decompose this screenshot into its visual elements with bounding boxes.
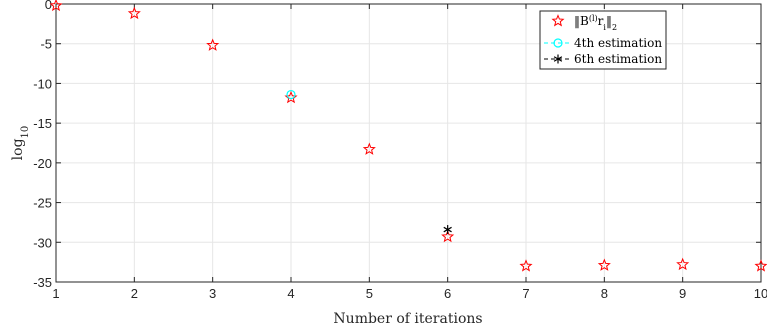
x-axis-label: Number of iterations [333, 311, 482, 327]
legend-label: 4th estimation [574, 36, 662, 50]
plot-area-frame [55, 3, 762, 283]
data-point-series-1 [441, 229, 455, 243]
y-axis-label: log10 [10, 126, 31, 161]
legend-marker [553, 38, 563, 48]
x-tick-label: 6 [444, 286, 451, 301]
axis-ticks: 1 2 3 4 5 6 7 8 9 10 0 -5 -10 -15 -20 -25 -30 -35 [33, 0, 767, 301]
x-tick-label: 10 [754, 286, 767, 301]
y-tick-label: 0 [45, 0, 52, 12]
data-points [49, 0, 767, 272]
y-tick-label: -35 [33, 275, 52, 290]
x-tick-label: 4 [287, 286, 294, 301]
x-tick-label: 3 [209, 286, 216, 301]
y-tick-label: -20 [33, 156, 52, 171]
y-tick-label: -25 [33, 196, 52, 211]
data-point-series-1 [519, 259, 533, 272]
legend-marker [551, 14, 565, 27]
data-point-series-3 [443, 225, 452, 235]
y-tick-label: -30 [33, 235, 52, 250]
x-tick-label: 5 [366, 286, 373, 301]
data-point-series-1 [49, 0, 63, 12]
legend-marker [553, 54, 563, 64]
data-point-series-1 [754, 259, 767, 272]
x-tick-label: 7 [522, 286, 529, 301]
x-tick-label: 8 [601, 286, 608, 301]
data-point-series-1 [127, 6, 141, 20]
y-tick-label: -5 [40, 37, 52, 52]
x-tick-label: 2 [131, 286, 138, 301]
data-point-series-1 [362, 142, 376, 155]
y-tick-label: -10 [33, 76, 52, 91]
data-point-series-1 [676, 257, 690, 271]
x-tick-label: 9 [679, 286, 686, 301]
data-point-series-1 [597, 258, 611, 271]
y-tick-label: -15 [33, 116, 52, 131]
data-point-series-2 [286, 89, 296, 100]
legend-label: 6th estimation [574, 52, 662, 66]
x-tick-label: 1 [52, 286, 59, 301]
data-point-series-1 [206, 38, 220, 51]
